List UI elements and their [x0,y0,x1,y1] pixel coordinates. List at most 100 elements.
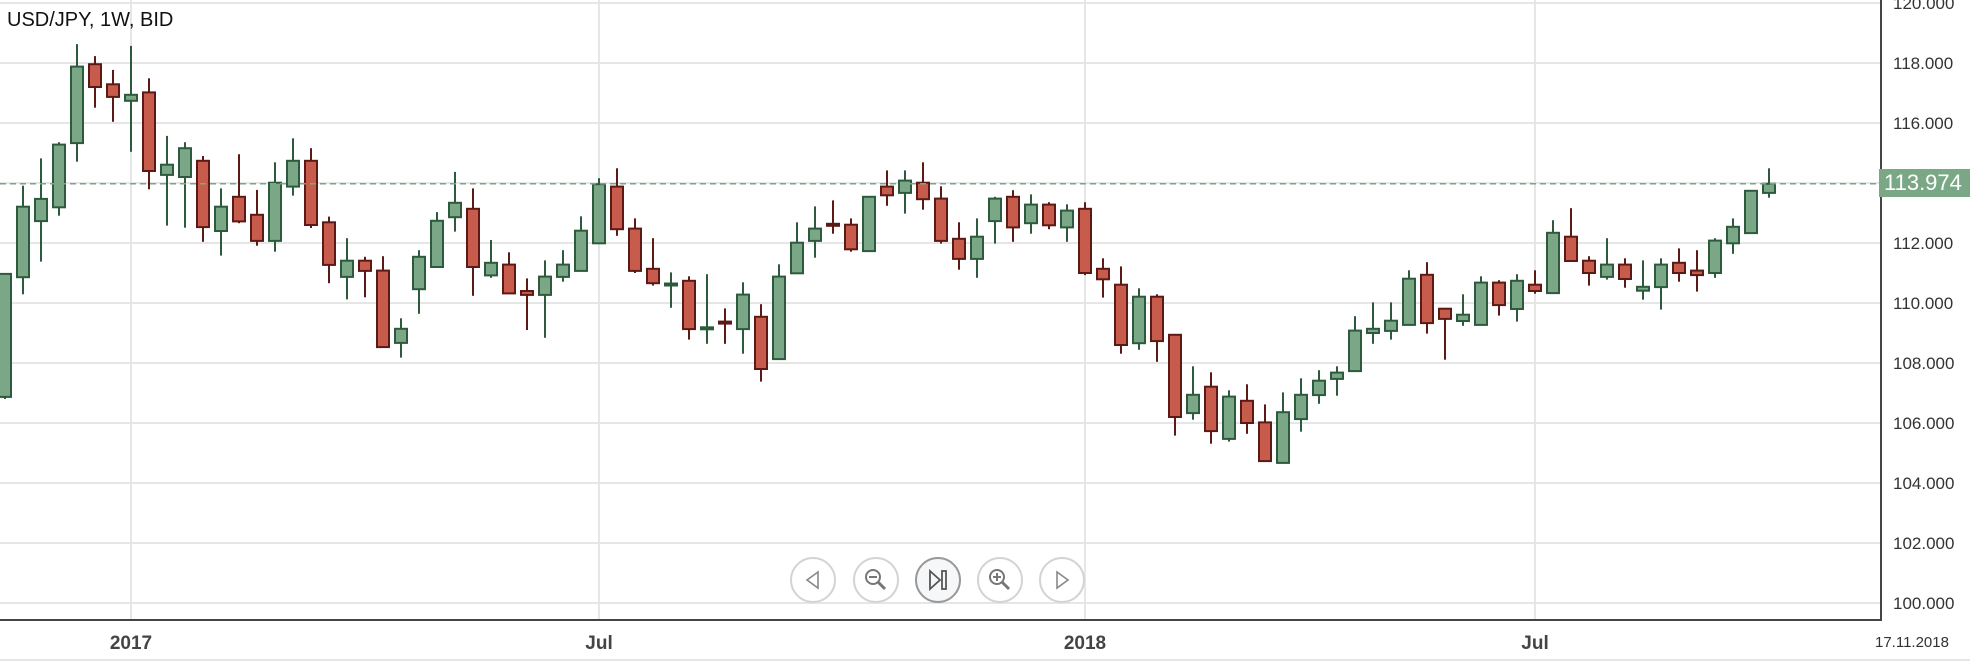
x-tick-label: Jul [585,633,612,654]
candle-body [502,263,516,295]
candle-up [1132,288,1146,350]
candle-up [1294,378,1308,432]
candle-body [1204,385,1218,433]
zoom-out-button[interactable] [853,557,899,603]
candle-down [934,186,948,244]
candle-down [376,256,390,349]
candle-body [790,241,804,275]
candle-body [1024,203,1038,225]
candle-body [538,275,552,296]
candle-body [1060,209,1074,229]
candle-down [358,256,372,298]
candle-body [448,201,462,219]
candle-up [790,222,804,275]
candle-down [106,69,120,122]
candle-up [1654,258,1668,310]
candle-body [1582,259,1596,275]
y-tick-label: 106.000 [1893,414,1954,433]
candle-body [250,213,264,242]
x-tick-label: 2017 [110,633,152,654]
candle-body [556,263,570,278]
candle-body [232,195,246,223]
candle-body [358,259,372,272]
candle-body [1294,393,1308,421]
candle-up [664,272,678,308]
candle-body [124,93,138,102]
y-tick-label: 108.000 [1893,354,1954,373]
candle-down [826,200,840,234]
y-tick-label: 100.000 [1893,594,1954,613]
skip-to-end-icon [929,568,947,592]
candle-up [1402,270,1416,326]
candle-up [1060,204,1074,242]
triangle-left-icon [805,570,819,590]
candle-up [484,240,498,278]
candle-down [610,168,624,236]
candle-body [1618,263,1632,281]
candle-down [1204,372,1218,444]
candle-down [232,154,246,224]
y-tick-label: 112.000 [1893,234,1953,253]
candle-body [1348,329,1362,373]
candle-body [304,159,318,226]
candle-body [592,183,606,245]
candle-body [196,159,210,229]
candle-up [1744,189,1758,235]
candle-up [1222,390,1236,442]
candle-body [826,222,840,227]
candle-up [1600,238,1614,280]
candle-down [682,276,696,340]
candle-body [1006,195,1020,229]
candle-body [862,195,876,253]
candle-down [1114,266,1128,354]
grid-lines [0,0,1881,620]
candle-up [1636,260,1650,300]
candle-down [1528,270,1542,294]
candle-body [178,147,192,178]
candle-body [880,185,894,197]
candle-up [808,206,822,258]
candle-body [214,205,228,232]
y-tick-label: 118.000 [1893,54,1953,73]
candle-body [1366,327,1380,334]
candle-body [1672,261,1686,274]
candle-body [1456,313,1470,323]
candle-body [1564,235,1578,262]
candle-down [628,218,642,273]
candle-body [268,181,282,242]
scroll-right-button[interactable] [1039,557,1085,603]
candle-body [1276,411,1290,464]
candle-up [1510,274,1524,322]
candle-up [394,318,408,358]
candle-up [16,185,30,295]
candle-body [1438,307,1452,320]
candle-body [1402,277,1416,326]
candle-down [1690,250,1704,292]
candle-body [340,259,354,278]
candle-down [196,156,210,242]
candle-body [1474,281,1488,326]
zoom-out-icon [865,569,887,591]
y-tick-label: 116.000 [1893,114,1953,133]
candle-up [340,238,354,300]
candle-body [1168,333,1182,418]
candle-up [34,158,48,262]
candle-body [1744,189,1758,235]
zoom-in-button[interactable] [977,557,1023,603]
candle-body [682,279,696,331]
candle-down [1168,333,1182,436]
candle-body [736,293,750,331]
y-tick-label: 102.000 [1893,534,1954,553]
candle-up [214,188,228,256]
candle-down [520,278,534,330]
date-label: 17.11.2018 [1875,634,1949,651]
candle-up [70,44,84,162]
candle-up [1276,392,1290,464]
candle-up [862,195,876,253]
candle-up [1330,366,1344,396]
candle-down [718,308,732,344]
scroll-left-button[interactable] [790,557,836,603]
go-to-latest-button[interactable] [915,557,961,603]
x-tick-label: 2018 [1064,633,1106,654]
